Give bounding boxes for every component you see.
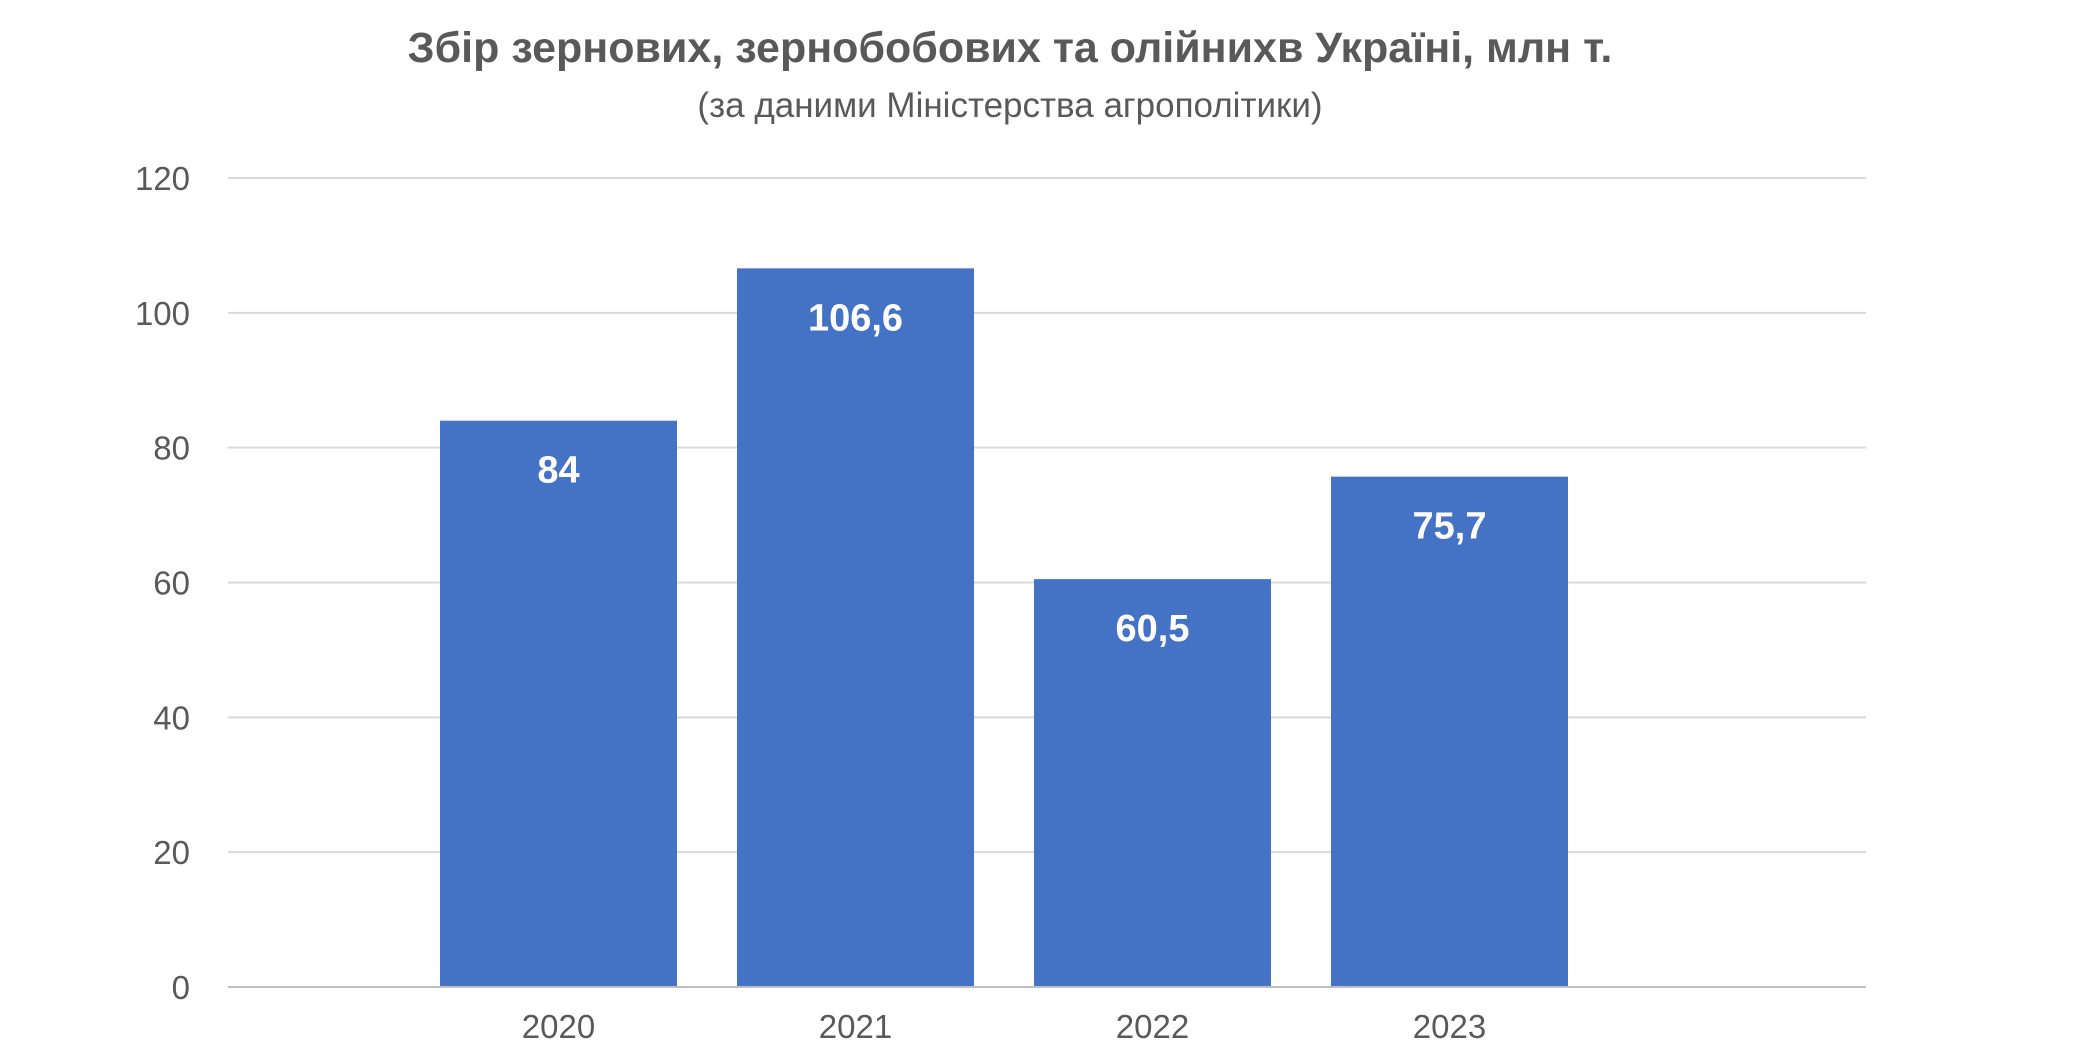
data-label: 106,6 (808, 297, 903, 339)
bar (1331, 476, 1568, 987)
y-tick-label: 40 (153, 699, 190, 736)
chart-subtitle: (за даними Міністерства агрополітики) (697, 86, 1322, 125)
y-tick-label: 120 (135, 160, 190, 197)
x-tick-label: 2022 (1116, 1008, 1189, 1045)
data-labels: 84 106,6 60,5 75,7 (537, 297, 1486, 650)
x-axis-tick-labels: 2020 2021 2022 2023 (522, 1008, 1486, 1045)
bar (440, 420, 677, 987)
x-tick-label: 2021 (819, 1008, 892, 1045)
data-label: 75,7 (1413, 506, 1487, 548)
y-tick-label: 20 (153, 834, 190, 871)
x-tick-label: 2023 (1413, 1008, 1486, 1045)
y-axis-tick-labels: 0 20 40 60 80 100 120 (135, 160, 190, 1006)
data-label: 84 (537, 450, 579, 492)
chart-title: Збір зернових, зернобобових та олійнихв … (408, 24, 1613, 72)
bar (737, 268, 974, 987)
y-tick-label: 80 (153, 430, 190, 467)
y-tick-label: 100 (135, 295, 190, 332)
data-label: 60,5 (1116, 608, 1190, 650)
x-tick-label: 2020 (522, 1008, 595, 1045)
bar (1034, 579, 1271, 987)
y-tick-label: 60 (153, 565, 190, 602)
y-tick-label: 0 (172, 969, 190, 1006)
bars (440, 268, 1568, 987)
